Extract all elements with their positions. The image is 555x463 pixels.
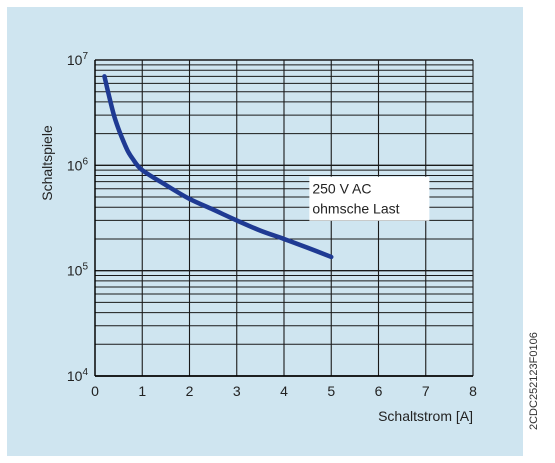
y-tick-labels: 104 105 106 107	[67, 51, 89, 384]
x-tick-label: 2	[186, 383, 194, 399]
x-tick-label: 4	[280, 383, 288, 399]
x-axis-label: Schaltstrom [A]	[378, 408, 473, 424]
chart: 0 1 2 3 4 5 6 7 8 104 105 106 107 250 V AC ohmsche …	[39, 51, 477, 424]
y-axis-label: Schaltspiele	[39, 125, 55, 201]
chart-panel: 0 1 2 3 4 5 6 7 8 104 105 106 107 250 V AC ohmsche …	[7, 7, 523, 456]
y-tick-label: 107	[67, 51, 89, 68]
x-tick-label: 1	[138, 383, 146, 399]
x-tick-label: 8	[469, 383, 477, 399]
x-tick-label: 6	[375, 383, 383, 399]
y-tick-label: 104	[67, 367, 89, 384]
annotation-box	[309, 176, 430, 221]
series-line	[102, 74, 334, 260]
y-tick-label: 106	[67, 156, 89, 173]
axis-lines	[94, 60, 473, 377]
annotation-line-2: ohmsche Last	[312, 201, 399, 217]
y-tick-label: 105	[67, 262, 89, 279]
x-tick-label: 3	[233, 383, 241, 399]
x-tick-label: 0	[91, 383, 99, 399]
x-tick-labels: 0 1 2 3 4 5 6 7 8	[91, 383, 477, 399]
x-tick-label: 7	[422, 383, 430, 399]
x-tick-label: 5	[327, 383, 335, 399]
document-code: 2CDC252123F0106	[528, 332, 540, 430]
series-annotation: 250 V AC ohmsche Last	[309, 176, 430, 221]
annotation-line-1: 250 V AC	[312, 181, 371, 197]
